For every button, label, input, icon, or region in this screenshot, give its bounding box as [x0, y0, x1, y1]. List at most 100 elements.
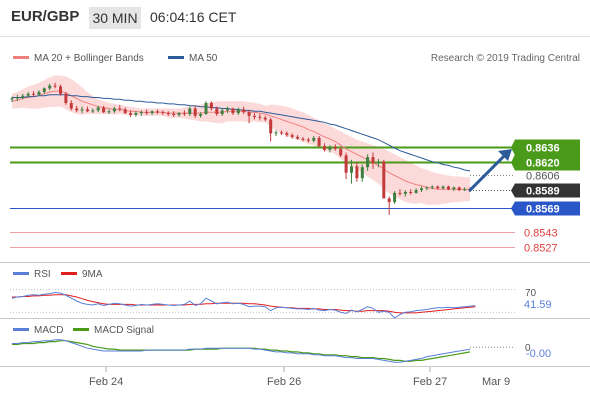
- candle: [296, 135, 300, 140]
- candle: [69, 100, 73, 111]
- candle: [387, 196, 391, 215]
- symbol-label: EUR/GBP: [11, 8, 80, 25]
- forecast-arrow-head: [498, 149, 512, 162]
- candle: [269, 117, 273, 142]
- candle: [75, 105, 79, 113]
- candle: [253, 113, 256, 120]
- ma50-legend-label: MA 50: [189, 53, 218, 64]
- candle: [64, 92, 68, 105]
- chart-header: EUR/GBP 30 MIN 06:04:16 CET: [0, 0, 590, 36]
- candle-body: [48, 85, 52, 89]
- candle: [301, 136, 305, 142]
- rsi-upper-label: 70: [525, 288, 537, 299]
- x-axis: Feb 24 Feb 26 Feb 27 Mar 9: [89, 367, 510, 388]
- ma50-line: [12, 94, 471, 172]
- macd-signal-legend-swatch: [73, 328, 89, 331]
- forecast-arrow-shaft: [468, 152, 508, 192]
- candle: [123, 107, 127, 115]
- resistance-label: 0.8636: [526, 143, 560, 155]
- candle: [376, 158, 380, 168]
- candle: [414, 188, 418, 194]
- candle-body: [452, 187, 456, 190]
- candle: [258, 114, 262, 121]
- candle-body: [447, 186, 450, 190]
- candle-body: [393, 192, 397, 203]
- candle: [209, 101, 213, 111]
- candle-body: [301, 138, 305, 140]
- candle: [371, 152, 375, 170]
- rsi-current-label: 41.59: [524, 299, 552, 311]
- candle: [425, 186, 429, 191]
- candle: [323, 143, 326, 152]
- candle-body: [441, 186, 445, 189]
- candle-body: [236, 109, 240, 114]
- candle-body: [371, 157, 375, 164]
- candle: [80, 106, 84, 114]
- candle: [339, 147, 343, 158]
- timeframe-button[interactable]: 30 MIN: [89, 7, 141, 29]
- macd-signal-legend-label: MACD Signal: [94, 325, 154, 336]
- candle-body: [285, 133, 289, 136]
- candle-body: [403, 192, 407, 194]
- candle-body: [382, 161, 386, 199]
- candle-body: [296, 136, 300, 139]
- candle: [290, 133, 294, 139]
- candle-body: [204, 103, 208, 114]
- candle-body: [263, 117, 267, 120]
- candle-body: [425, 187, 429, 189]
- candle-body: [328, 147, 332, 150]
- candle-body: [145, 112, 149, 114]
- candle: [42, 87, 46, 94]
- candle: [436, 185, 440, 190]
- candle: [350, 159, 353, 184]
- candle: [441, 185, 445, 190]
- candle-body: [150, 111, 154, 114]
- support-tag: [511, 201, 580, 216]
- candle: [166, 111, 170, 116]
- candle-body: [118, 108, 122, 110]
- candle: [355, 161, 359, 182]
- candle-body: [188, 108, 192, 114]
- candle-body: [242, 109, 246, 113]
- candle-body: [134, 113, 138, 115]
- x-tick-label: Feb 24: [89, 376, 123, 388]
- candle: [403, 190, 407, 197]
- ma20-legend-label: MA 20 + Bollinger Bands: [34, 53, 144, 64]
- candle: [382, 159, 386, 199]
- candle: [360, 164, 364, 182]
- candle-body: [344, 155, 348, 173]
- rsi-legend: RSI 9MA: [13, 269, 103, 280]
- candle-body: [409, 192, 413, 193]
- candle: [452, 186, 456, 192]
- candle: [279, 130, 283, 136]
- candle: [447, 185, 450, 191]
- candle-body: [306, 139, 310, 141]
- candle: [274, 130, 278, 137]
- candle: [177, 112, 181, 117]
- main-legend: MA 20 + Bollinger Bands MA 50: [13, 53, 218, 64]
- candle-body: [156, 111, 159, 113]
- candle: [220, 108, 224, 116]
- candle-body: [177, 113, 181, 115]
- candle-body: [59, 86, 62, 94]
- candle: [91, 108, 95, 114]
- candle: [328, 145, 332, 153]
- resistance-tag-body: [524, 139, 580, 156]
- candle-body: [21, 95, 25, 98]
- candle-body: [360, 167, 364, 179]
- candle: [366, 154, 370, 171]
- last-price-label: 0.8589: [526, 186, 560, 198]
- candle-body: [80, 109, 84, 111]
- candle: [156, 109, 159, 115]
- rsi-ma-legend-label: 9MA: [82, 269, 103, 280]
- candle-body: [91, 110, 95, 112]
- macd-panel: [12, 339, 515, 363]
- candle-body: [53, 85, 57, 87]
- rsi-ma-line: [12, 294, 476, 314]
- candle: [204, 101, 208, 115]
- candle: [344, 152, 348, 180]
- candle-body: [182, 113, 186, 115]
- candle-body: [193, 108, 197, 116]
- candle: [86, 106, 89, 113]
- macd-legend-label: MACD: [34, 325, 63, 336]
